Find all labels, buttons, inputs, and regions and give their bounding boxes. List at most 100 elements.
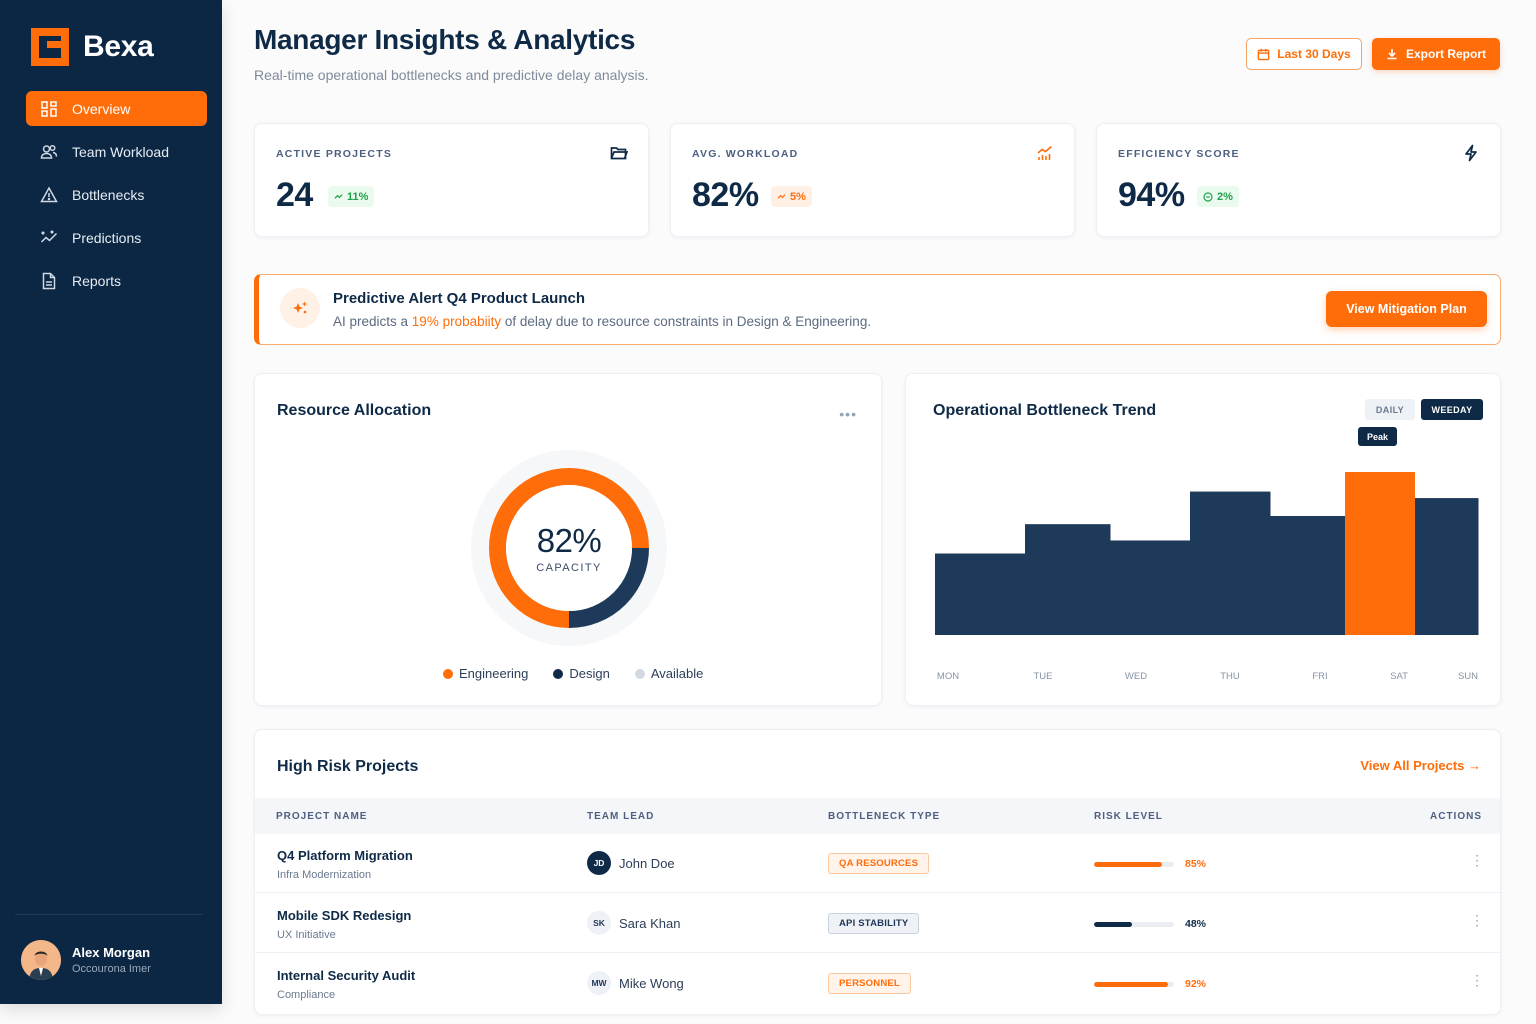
- users-icon: [39, 142, 59, 162]
- document-icon: [39, 271, 59, 291]
- risk-progress-bar: [1094, 861, 1174, 867]
- risk-progress-fill: [1094, 861, 1162, 867]
- legend-item-available: Available: [634, 666, 704, 681]
- more-options-icon[interactable]: •••: [839, 406, 857, 422]
- sidebar-item-reports[interactable]: Reports: [26, 263, 207, 298]
- bar-mon[interactable]: [935, 553, 1026, 636]
- kpi-delta-badge: 2%: [1197, 186, 1239, 207]
- project-name[interactable]: Mobile SDK Redesign: [277, 908, 412, 923]
- toggle-weekly[interactable]: WEEDAY: [1421, 399, 1483, 420]
- risk-progress-fill: [1094, 921, 1133, 927]
- kpi-value: 82%: [692, 176, 759, 214]
- export-report-button[interactable]: Export Report: [1372, 38, 1500, 70]
- date-range-button[interactable]: Last 30 Days: [1246, 38, 1362, 70]
- high-risk-projects-panel: High Risk Projects View All Projects → P…: [254, 729, 1501, 1015]
- lightning-icon: [1465, 144, 1477, 162]
- risk-level: 92%: [1094, 978, 1206, 990]
- page-subtitle: Real-time operational bottlenecks and pr…: [254, 67, 649, 83]
- date-range-label: Last 30 Days: [1277, 47, 1351, 61]
- lead-avatar: SK: [587, 911, 611, 935]
- warning-icon: [39, 185, 59, 205]
- resource-allocation-panel: Resource Allocation ••• 82% CAPACITY Eng…: [254, 373, 882, 706]
- donut-inner: [506, 485, 632, 611]
- legend-label: Design: [569, 666, 610, 681]
- sidebar-item-team-workload[interactable]: Team Workload: [26, 134, 207, 169]
- grid-icon: [39, 99, 59, 119]
- user-name: Alex Morgan: [72, 945, 151, 960]
- alert-message: AI predicts a 19% probabiity of delay du…: [333, 314, 871, 329]
- legend-dot: [634, 668, 645, 679]
- table-header: PROJECT NAME TEAM LEAD BOTTLENECK TYPE R…: [255, 798, 1500, 834]
- lead-avatar: MW: [587, 971, 611, 995]
- sidebar-item-predictions[interactable]: Predictions: [26, 220, 207, 255]
- bar-wed[interactable]: [1110, 540, 1191, 635]
- table-row[interactable]: Q4 Platform Migration Infra Modernizatio…: [255, 834, 1500, 893]
- download-icon: [1387, 49, 1397, 60]
- alert-text-before: AI predicts a: [333, 314, 412, 329]
- kpi-card-efficiency-score: EFFICIENCY SCORE 94% 2%: [1096, 123, 1501, 237]
- toggle-daily[interactable]: DAILY: [1365, 399, 1415, 420]
- sidebar-item-label: Bottlenecks: [72, 186, 145, 203]
- alert-probability: 19% probabiity: [411, 314, 502, 329]
- bar-tue[interactable]: [1025, 524, 1111, 635]
- x-tick-label: MON: [937, 671, 959, 682]
- kpi-card-active-projects: ACTIVE PROJECTS 24 11%: [254, 123, 649, 237]
- user-profile[interactable]: Alex Morgan Occourona Imer: [21, 940, 151, 980]
- donut-legend: Engineering Design Available: [443, 666, 703, 681]
- sidebar-item-overview[interactable]: Overview: [26, 91, 207, 126]
- bottleneck-badge: QA RESOURCES: [828, 853, 930, 874]
- project-name[interactable]: Q4 Platform Migration: [277, 848, 413, 863]
- risk-level: 48%: [1094, 918, 1206, 930]
- bar-highlight-peak[interactable]: [1345, 472, 1415, 635]
- view-all-projects-link[interactable]: View All Projects →: [1360, 758, 1481, 773]
- column-header-bottleneck-type: BOTTLENECK TYPE: [828, 811, 941, 822]
- project-name[interactable]: Internal Security Audit: [277, 968, 416, 983]
- team-lead: SK Sara Khan: [587, 911, 680, 935]
- lead-avatar: JD: [587, 851, 611, 875]
- bar-sun[interactable]: [1415, 498, 1479, 635]
- bottleneck-trend-panel: Operational Bottleneck Trend DAILY WEEDA…: [905, 373, 1501, 706]
- row-actions-menu-icon[interactable]: ⋮: [1470, 852, 1484, 868]
- donut-center-value: 82%: [536, 522, 602, 559]
- kpi-label: AVG. WORKLOAD: [692, 148, 799, 160]
- kpi-label: ACTIVE PROJECTS: [276, 148, 393, 160]
- sparkle-icon: [280, 288, 320, 328]
- row-actions-menu-icon[interactable]: ⋮: [1470, 972, 1484, 988]
- legend-label: Available: [650, 666, 704, 681]
- sidebar-item-bottlenecks[interactable]: Bottlenecks: [26, 177, 207, 212]
- kpi-label: EFFICIENCY SCORE: [1118, 148, 1240, 160]
- project-category: Compliance: [277, 989, 336, 1001]
- user-role: Occourona Imer: [72, 963, 151, 975]
- column-header-team-lead: TEAM LEAD: [587, 811, 655, 822]
- bar-thu[interactable]: [1190, 491, 1271, 635]
- table-row[interactable]: Internal Security Audit Compliance MW Mi…: [255, 954, 1500, 1013]
- peak-tooltip: Peak: [1358, 427, 1397, 446]
- sidebar-item-label: Overview: [72, 100, 131, 117]
- brand[interactable]: Bexa: [31, 28, 154, 66]
- donut-center-label: CAPACITY: [536, 562, 602, 574]
- bar-fri[interactable]: [1270, 516, 1346, 635]
- trend-up-icon: [334, 194, 343, 199]
- sidebar: Bexa Overview Team Workload Bottlenecks …: [0, 0, 222, 1004]
- trend-icon: [39, 228, 59, 248]
- kpi-value: 24: [276, 176, 313, 214]
- alert-title: Predictive Alert Q4 Product Launch: [333, 290, 586, 307]
- lead-name: Sara Khan: [619, 915, 681, 931]
- bar-chart-icon: [1037, 145, 1053, 160]
- x-tick-label: THU: [1220, 671, 1240, 682]
- trend-up-icon: [777, 194, 786, 199]
- avatar: [21, 940, 61, 980]
- table-row[interactable]: Mobile SDK Redesign UX Initiative SK Sar…: [255, 894, 1500, 953]
- risk-value: 85%: [1185, 858, 1207, 870]
- risk-level: 85%: [1094, 858, 1206, 870]
- risk-progress-fill: [1094, 981, 1168, 987]
- project-category: UX Initiative: [277, 929, 336, 941]
- row-actions-menu-icon[interactable]: ⋮: [1470, 912, 1484, 928]
- legend-item-design: Design: [553, 666, 610, 681]
- bottleneck-badge: API STABILITY: [828, 913, 920, 934]
- kpi-delta-value: 11%: [347, 190, 369, 203]
- x-tick-label: WED: [1125, 671, 1147, 682]
- lead-name: Mike Wong: [619, 975, 684, 991]
- view-mitigation-plan-button[interactable]: View Mitigation Plan: [1326, 291, 1487, 327]
- legend-dot: [553, 668, 564, 679]
